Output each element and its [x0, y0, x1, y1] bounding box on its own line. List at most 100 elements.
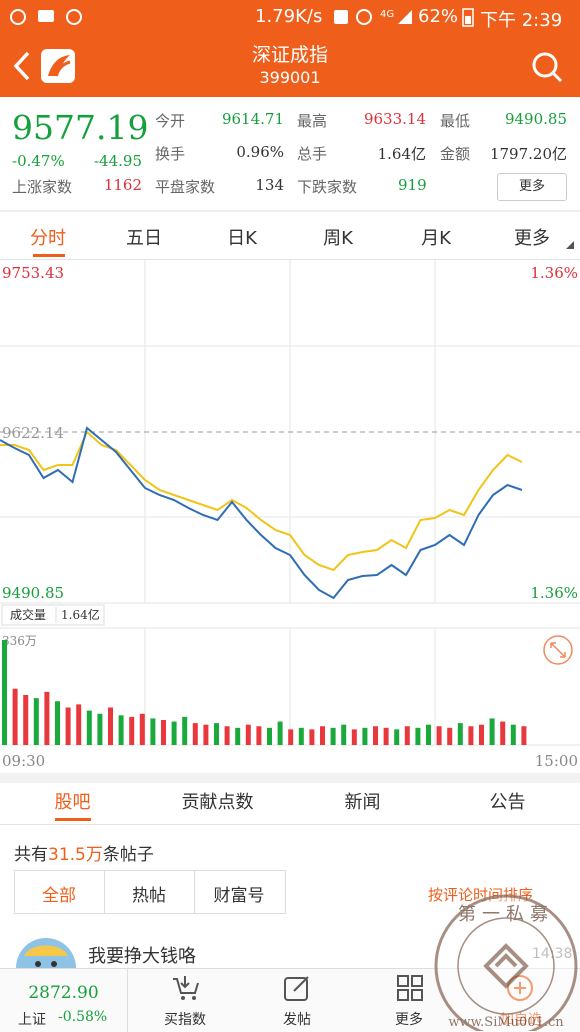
volume-bar — [192, 723, 198, 745]
volume-bar — [55, 701, 60, 745]
chart-tab[interactable]: 周K — [323, 228, 353, 249]
volume-bar — [288, 729, 294, 745]
y-tick-label: 9490.85 — [2, 584, 64, 602]
forum-tab[interactable]: 股吧 — [54, 792, 91, 813]
tab-indicator — [55, 818, 91, 821]
add-icon — [507, 975, 533, 1001]
volume-bar — [171, 721, 177, 745]
volume-bar — [277, 721, 283, 745]
post-icon — [284, 976, 309, 1001]
volume-bar — [510, 724, 516, 745]
sep — [104, 871, 105, 913]
volume-bar — [33, 698, 39, 745]
bottom-bar: 2872.90 上证 -0.58% 买指数 发帖 更多 加自选 — [0, 968, 580, 1032]
avatar — [16, 938, 76, 968]
volume-bar — [76, 704, 82, 745]
y2-tick-label: 1.36% — [530, 584, 578, 602]
action[interactable]: 买指数 — [164, 1012, 206, 1028]
header: 深证成指 399001 — [0, 34, 580, 97]
action[interactable]: 加自选 — [466, 1009, 576, 1029]
field-value: 1.64亿 — [377, 145, 426, 163]
search-button[interactable] — [530, 50, 566, 84]
x-tick-label: 09:30 — [2, 752, 45, 770]
volume-bar — [86, 710, 92, 745]
more-icon — [397, 975, 423, 1001]
forum-tab[interactable]: 公告 — [489, 792, 526, 813]
volume-bar — [447, 727, 453, 745]
volume-bar — [489, 718, 495, 745]
index-change: -0.58% — [58, 1009, 108, 1025]
forum-tab[interactable]: 贡献点数 — [181, 792, 254, 813]
volume-bar — [2, 640, 7, 745]
tab-indicator — [33, 254, 65, 257]
volume-bar — [118, 715, 124, 745]
field-label: 下跌家数 — [297, 178, 358, 196]
volume-bar — [457, 723, 463, 745]
net-speed: 1.79K/s — [255, 6, 323, 27]
volume-bar — [468, 726, 474, 745]
watermark-name: 第一私募 — [458, 904, 554, 925]
volume-bar — [521, 726, 527, 745]
action[interactable]: 发帖 — [283, 1012, 311, 1028]
signal-icon — [398, 10, 412, 24]
volume-bar — [245, 724, 251, 745]
volume-bar — [129, 716, 135, 745]
sort[interactable]: 按评论时间排序 — [428, 886, 534, 904]
filter[interactable]: 全部 — [42, 886, 76, 906]
index-value[interactable]: 2872.90 — [28, 983, 99, 1003]
action[interactable]: 更多 — [395, 1012, 423, 1028]
field-value: 1797.20亿 — [489, 145, 567, 163]
price-line — [0, 426, 523, 600]
code: 399001 — [259, 68, 321, 87]
chart-tab[interactable]: 日K — [227, 228, 257, 249]
volume-bar — [214, 723, 219, 745]
volume-bar — [479, 724, 484, 745]
volume-bar — [12, 688, 18, 745]
volume-bar — [351, 729, 357, 745]
chart-tab[interactable]: 月K — [421, 228, 451, 249]
post-count: 共有31.5万条帖子 — [14, 840, 154, 865]
forum-tab[interactable]: 新闻 — [344, 792, 381, 813]
chart-frame — [0, 260, 580, 775]
alarm-icons — [334, 9, 372, 25]
field-value: 919 — [398, 176, 427, 194]
volume-bar — [309, 729, 315, 745]
filter[interactable]: 热帖 — [132, 886, 166, 906]
divider — [0, 259, 580, 260]
field-label: 平盘家数 — [155, 178, 216, 196]
x-tick-label: 15:00 — [535, 752, 578, 770]
change-pct: -0.47% — [12, 152, 65, 170]
volume-bar — [383, 727, 389, 745]
field-label: 最低 — [440, 112, 471, 130]
change: -44.95 — [93, 152, 142, 170]
volume-bar — [373, 726, 378, 745]
volume-bar — [415, 727, 421, 745]
text: 共有 — [14, 845, 48, 865]
more-button[interactable]: 更多 — [497, 173, 567, 201]
post-author[interactable]: 我要挣大钱咯 — [88, 946, 196, 967]
back-button[interactable] — [10, 50, 34, 82]
field-value: 0.96% — [236, 143, 284, 161]
volume-bar — [224, 726, 230, 745]
filter-group — [14, 870, 286, 914]
volume-label-box — [1, 604, 105, 626]
chart-tab[interactable]: 更多 — [514, 228, 550, 249]
watermark-url: www.SiMu001.cn — [448, 1015, 564, 1030]
app-logo — [41, 49, 75, 83]
volume-bar — [97, 713, 103, 745]
filter[interactable]: 财富号 — [213, 886, 265, 906]
battery: 62% — [418, 6, 459, 27]
chart-tab[interactable]: 分时 — [30, 228, 66, 249]
text: 条帖子 — [102, 845, 154, 865]
sep — [127, 969, 128, 1032]
expand-icon[interactable] — [543, 635, 573, 665]
volume-bar — [341, 724, 347, 745]
volume-bar — [500, 721, 506, 745]
field-label: 换手 — [155, 145, 186, 163]
volume-bar — [362, 727, 368, 745]
field-value: 9490.85 — [504, 110, 567, 128]
title: 深证成指 — [251, 44, 328, 66]
index-name: 上证 — [18, 1012, 46, 1028]
chart-tab[interactable]: 五日 — [126, 228, 162, 249]
volume-bar — [394, 729, 400, 745]
